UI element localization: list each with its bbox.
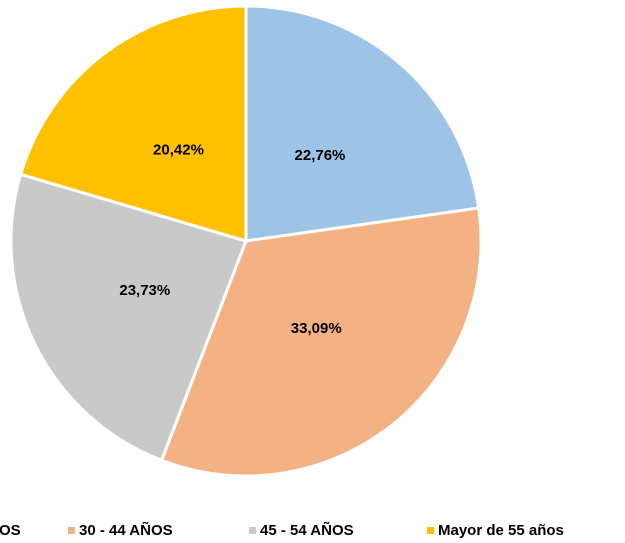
legend-label: 30 - 44 AÑOS bbox=[79, 521, 173, 539]
legend-swatch bbox=[427, 527, 434, 534]
legend-label: 45 - 54 AÑOS bbox=[260, 521, 354, 539]
legend-label: Mayor de 55 años bbox=[438, 522, 564, 539]
data-label: 20,42% bbox=[153, 142, 204, 159]
data-label: 22,76% bbox=[295, 147, 346, 164]
pie-slice bbox=[159, 206, 483, 478]
data-label: 33,09% bbox=[291, 320, 342, 337]
pie-slice bbox=[244, 4, 481, 243]
legend-label: OS bbox=[0, 522, 21, 539]
legend-swatch bbox=[249, 527, 256, 534]
pie-slice bbox=[18, 4, 248, 244]
legend-swatch bbox=[68, 527, 75, 534]
pie-slice bbox=[9, 172, 248, 463]
data-label: 23,73% bbox=[119, 282, 170, 299]
